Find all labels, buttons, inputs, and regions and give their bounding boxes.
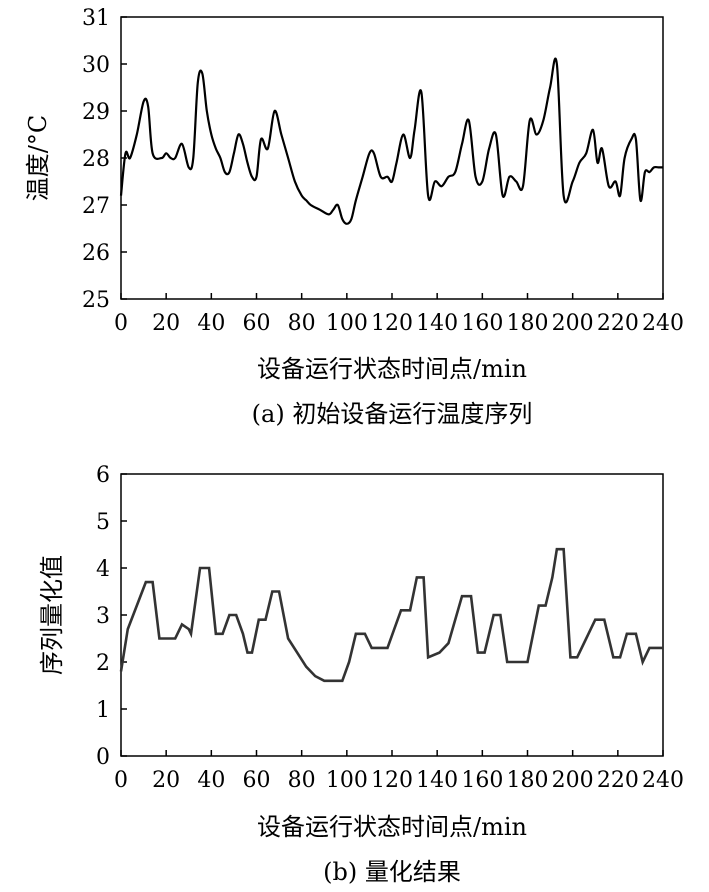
y-tick-label: 0 — [96, 745, 110, 770]
x-axis-a: 0 20 40 60 80 100 120 140 160 180 200 220 240 — [114, 293, 684, 336]
y-axis-title-a: 温度/°C — [24, 115, 52, 201]
x-tick-label: 100 — [326, 311, 368, 336]
x-tick-label: 180 — [507, 768, 549, 793]
x-tick-label: 160 — [461, 768, 503, 793]
x-tick-label: 140 — [416, 768, 458, 793]
y-tick-label: 3 — [96, 604, 110, 629]
y-tick-label: 5 — [96, 510, 110, 535]
x-tick-label: 0 — [114, 768, 128, 793]
plot-frame-b — [120, 473, 664, 757]
x-tick-label: 40 — [197, 768, 225, 793]
y-tick-label: 29 — [82, 100, 110, 125]
y-tick-label: 1 — [96, 698, 110, 723]
y-tick-label: 4 — [96, 557, 110, 582]
x-tick-label: 200 — [552, 311, 594, 336]
x-tick-label: 80 — [288, 311, 316, 336]
x-tick-label: 40 — [197, 311, 225, 336]
x-tick-label: 20 — [152, 311, 180, 336]
x-tick-label: 220 — [597, 311, 639, 336]
quantized-series-line — [119, 547, 663, 683]
y-axis-b: 0 1 2 3 4 5 6 — [96, 463, 127, 770]
x-tick-label: 100 — [326, 768, 368, 793]
x-tick-label: 200 — [552, 768, 594, 793]
y-tick-label: 30 — [82, 53, 110, 78]
x-tick-label: 120 — [371, 311, 413, 336]
y-axis-title-b: 序列量化值 — [38, 555, 66, 675]
caption-a: (a) 初始设备运行温度序列 — [252, 400, 533, 428]
x-tick-label: 80 — [288, 768, 316, 793]
x-axis-b: 0 20 40 60 80 100 120 140 160 180 200 220 240 — [114, 750, 684, 793]
x-tick-label: 0 — [114, 311, 128, 336]
y-tick-label: 6 — [96, 463, 110, 488]
x-tick-label: 60 — [243, 768, 271, 793]
y-axis-a: 25 26 27 28 29 30 31 — [82, 6, 127, 313]
x-tick-label: 160 — [461, 311, 503, 336]
x-tick-label: 20 — [152, 768, 180, 793]
y-tick-label: 2 — [96, 651, 110, 676]
x-axis-title-b: 设备运行状态时间点/min — [257, 813, 527, 841]
x-tick-label: 240 — [642, 311, 684, 336]
x-tick-label: 60 — [243, 311, 271, 336]
caption-b: (b) 量化结果 — [323, 858, 461, 886]
y-tick-label: 31 — [82, 6, 110, 31]
x-tick-label: 180 — [507, 311, 549, 336]
y-tick-label: 28 — [82, 147, 110, 172]
x-tick-label: 120 — [371, 768, 413, 793]
x-tick-label: 220 — [597, 768, 639, 793]
x-axis-title-a: 设备运行状态时间点/min — [257, 355, 527, 383]
y-tick-label: 25 — [82, 288, 110, 313]
temperature-series-line — [119, 57, 663, 225]
y-tick-label: 27 — [82, 194, 110, 219]
chart-quantized: 0 1 2 3 4 5 6 0 20 40 60 80 100 120 140 160 180 200 220 24… — [38, 463, 684, 886]
y-tick-label: 26 — [82, 241, 110, 266]
x-tick-label: 140 — [416, 311, 458, 336]
x-tick-label: 240 — [642, 768, 684, 793]
